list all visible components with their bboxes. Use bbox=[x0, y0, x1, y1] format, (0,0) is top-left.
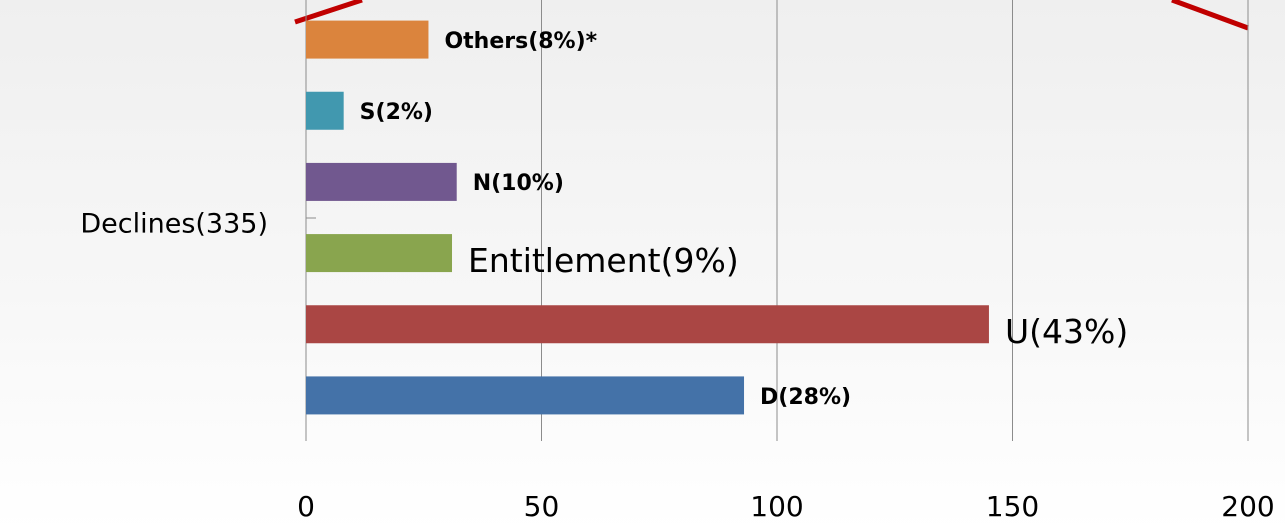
annotation-line bbox=[294, 0, 363, 25]
bar bbox=[306, 234, 453, 273]
y-tick-label: Declines(335) bbox=[80, 208, 268, 239]
annotation-line bbox=[1171, 0, 1249, 31]
data-label: D(28%) bbox=[760, 384, 852, 410]
bar bbox=[306, 91, 344, 130]
bar bbox=[306, 162, 457, 201]
x-tick-label: 100 bbox=[750, 490, 804, 523]
data-label: Others(8%)* bbox=[444, 29, 598, 55]
bar bbox=[306, 376, 745, 415]
data-label: N(10%) bbox=[472, 171, 564, 197]
data-label: Entitlement(9%) bbox=[468, 241, 739, 281]
x-tick-label: 150 bbox=[985, 490, 1040, 523]
data-label: U(43%) bbox=[1004, 312, 1129, 352]
x-tick-label: 0 bbox=[297, 490, 315, 523]
bar bbox=[306, 20, 429, 59]
x-tick-label: 50 bbox=[523, 490, 560, 523]
x-tick-label: 200 bbox=[1221, 490, 1275, 523]
data-label: S(2%) bbox=[359, 100, 433, 126]
bar bbox=[306, 305, 989, 344]
